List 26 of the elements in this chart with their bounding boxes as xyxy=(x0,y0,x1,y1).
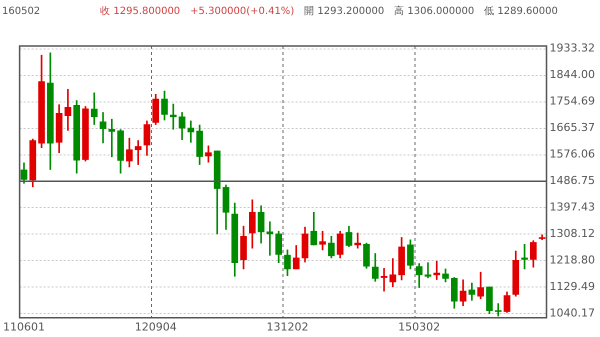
y-tick-label: 1397.43 xyxy=(550,200,596,214)
text: 160502 xyxy=(2,6,40,16)
candlestick xyxy=(424,262,432,278)
y-tick-label: 1040.17 xyxy=(550,306,596,320)
text: 高 1306.000000 xyxy=(394,4,474,18)
text: 開 1293.200000 xyxy=(304,5,384,18)
x-tick-label: 131202 xyxy=(266,320,308,334)
y-tick-label: 1129.49 xyxy=(550,280,596,293)
candlestick xyxy=(100,112,106,144)
y-tick-label: 1933.32 xyxy=(550,42,596,55)
text: 收 1295.800000 xyxy=(100,5,180,18)
text: 低 1289.60000 xyxy=(484,5,558,18)
y-tick-label: 1576.06 xyxy=(550,148,596,161)
x-tick-label: 120904 xyxy=(134,320,177,334)
y-tick-label: 1218.80 xyxy=(550,254,596,267)
x-tick-label: 150302 xyxy=(398,320,440,334)
x-tick-label: 110601 xyxy=(2,320,45,334)
y-tick-label: 1754.69 xyxy=(550,94,596,108)
candlestick xyxy=(319,230,326,250)
text: +5.300000(+0.41%) xyxy=(190,6,294,16)
y-tick-label: 1665.37 xyxy=(550,121,596,134)
candlestick xyxy=(521,244,528,270)
y-tick-label: 1486.75 xyxy=(550,174,596,188)
y-tick-label: 1844.00 xyxy=(550,68,596,82)
candlestick xyxy=(380,268,388,292)
y-tick-label: 1308.12 xyxy=(550,227,596,240)
